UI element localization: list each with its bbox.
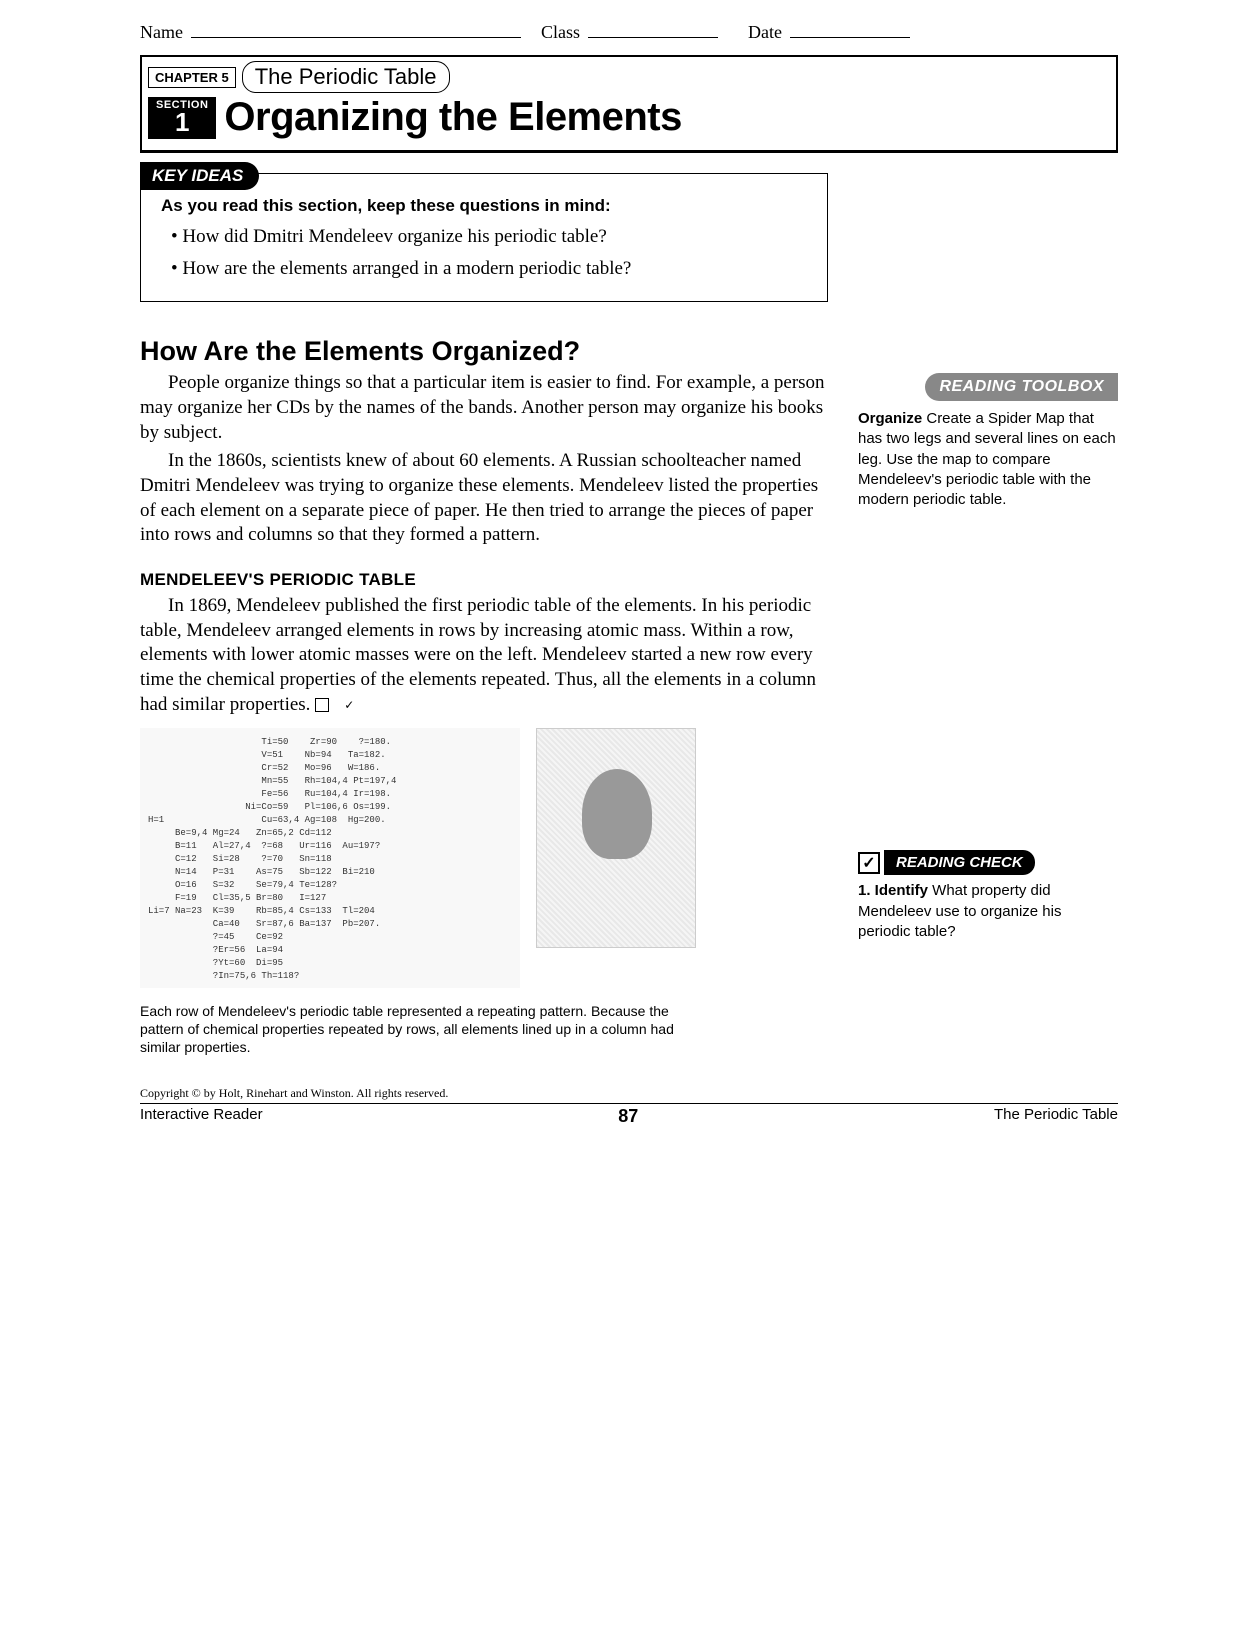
key-ideas-tab: KEY IDEAS: [140, 162, 259, 190]
footer-left: Interactive Reader: [140, 1106, 263, 1127]
rc-q-num: 1. Identify: [858, 882, 928, 899]
section-title: Organizing the Elements: [224, 95, 681, 140]
figure-area: Ti=50 Zr=90 ?=180. V=51 Nb=94 Ta=182. Cr…: [140, 728, 828, 988]
header-fields: Name Class Date: [140, 20, 1118, 43]
key-ideas-list: How did Dmitri Mendeleev organize his pe…: [161, 224, 807, 281]
para3-text: In 1869, Mendeleev published the first p…: [140, 595, 816, 715]
reading-check-header: ✓ READING CHECK: [858, 850, 1118, 875]
check-icon: ✓: [858, 852, 880, 874]
paragraph: People organize things so that a particu…: [140, 371, 828, 445]
figure-caption: Each row of Mendeleev's periodic table r…: [140, 1002, 700, 1057]
heading-organized: How Are the Elements Organized?: [140, 336, 828, 367]
class-field[interactable]: Class: [541, 20, 718, 43]
class-label: Class: [541, 22, 580, 43]
reading-check-tab: READING CHECK: [884, 850, 1035, 875]
reading-toolbox-body: Organize Create a Spider Map that has tw…: [858, 409, 1118, 510]
footer-right: The Periodic Table: [994, 1106, 1118, 1127]
chapter-label: CHAPTER 5: [148, 67, 236, 88]
key-ideas-intro: As you read this section, keep these que…: [161, 196, 807, 216]
date-field[interactable]: Date: [748, 20, 910, 43]
key-idea-item: How are the elements arranged in a moder…: [171, 256, 807, 282]
name-field[interactable]: Name: [140, 20, 521, 43]
copyright: Copyright © by Holt, Rinehart and Winsto…: [140, 1086, 1118, 1104]
reading-check-icon: ✓: [315, 698, 329, 712]
chapter-title: The Periodic Table: [242, 61, 450, 93]
key-ideas-box: KEY IDEAS As you read this section, keep…: [140, 173, 828, 302]
date-label: Date: [748, 22, 782, 43]
paragraph: In 1869, Mendeleev published the first p…: [140, 594, 828, 717]
mendeleev-table-image: Ti=50 Zr=90 ?=180. V=51 Nb=94 Ta=182. Cr…: [140, 728, 520, 988]
reading-check-question: 1. Identify What property did Mendeleev …: [858, 881, 1118, 942]
footer: Copyright © by Holt, Rinehart and Winsto…: [140, 1086, 1118, 1127]
mendeleev-portrait: [536, 728, 696, 948]
sidebar-column: READING TOOLBOX Organize Create a Spider…: [858, 173, 1118, 1056]
subheading-mendeleev: MENDELEEV'S PERIODIC TABLE: [140, 570, 828, 590]
class-blank[interactable]: [588, 20, 718, 38]
chapter-banner: CHAPTER 5 The Periodic Table SECTION 1 O…: [140, 55, 1118, 153]
section-box: SECTION 1: [148, 97, 216, 139]
name-label: Name: [140, 22, 183, 43]
section-number: 1: [156, 111, 208, 133]
name-blank[interactable]: [191, 20, 521, 38]
toolbox-bold: Organize: [858, 410, 922, 427]
reading-toolbox-tab: READING TOOLBOX: [925, 373, 1118, 401]
key-idea-item: How did Dmitri Mendeleev organize his pe…: [171, 224, 807, 250]
date-blank[interactable]: [790, 20, 910, 38]
main-column: KEY IDEAS As you read this section, keep…: [140, 173, 828, 1056]
page-number: 87: [618, 1106, 638, 1127]
paragraph: In the 1860s, scientists knew of about 6…: [140, 449, 828, 548]
